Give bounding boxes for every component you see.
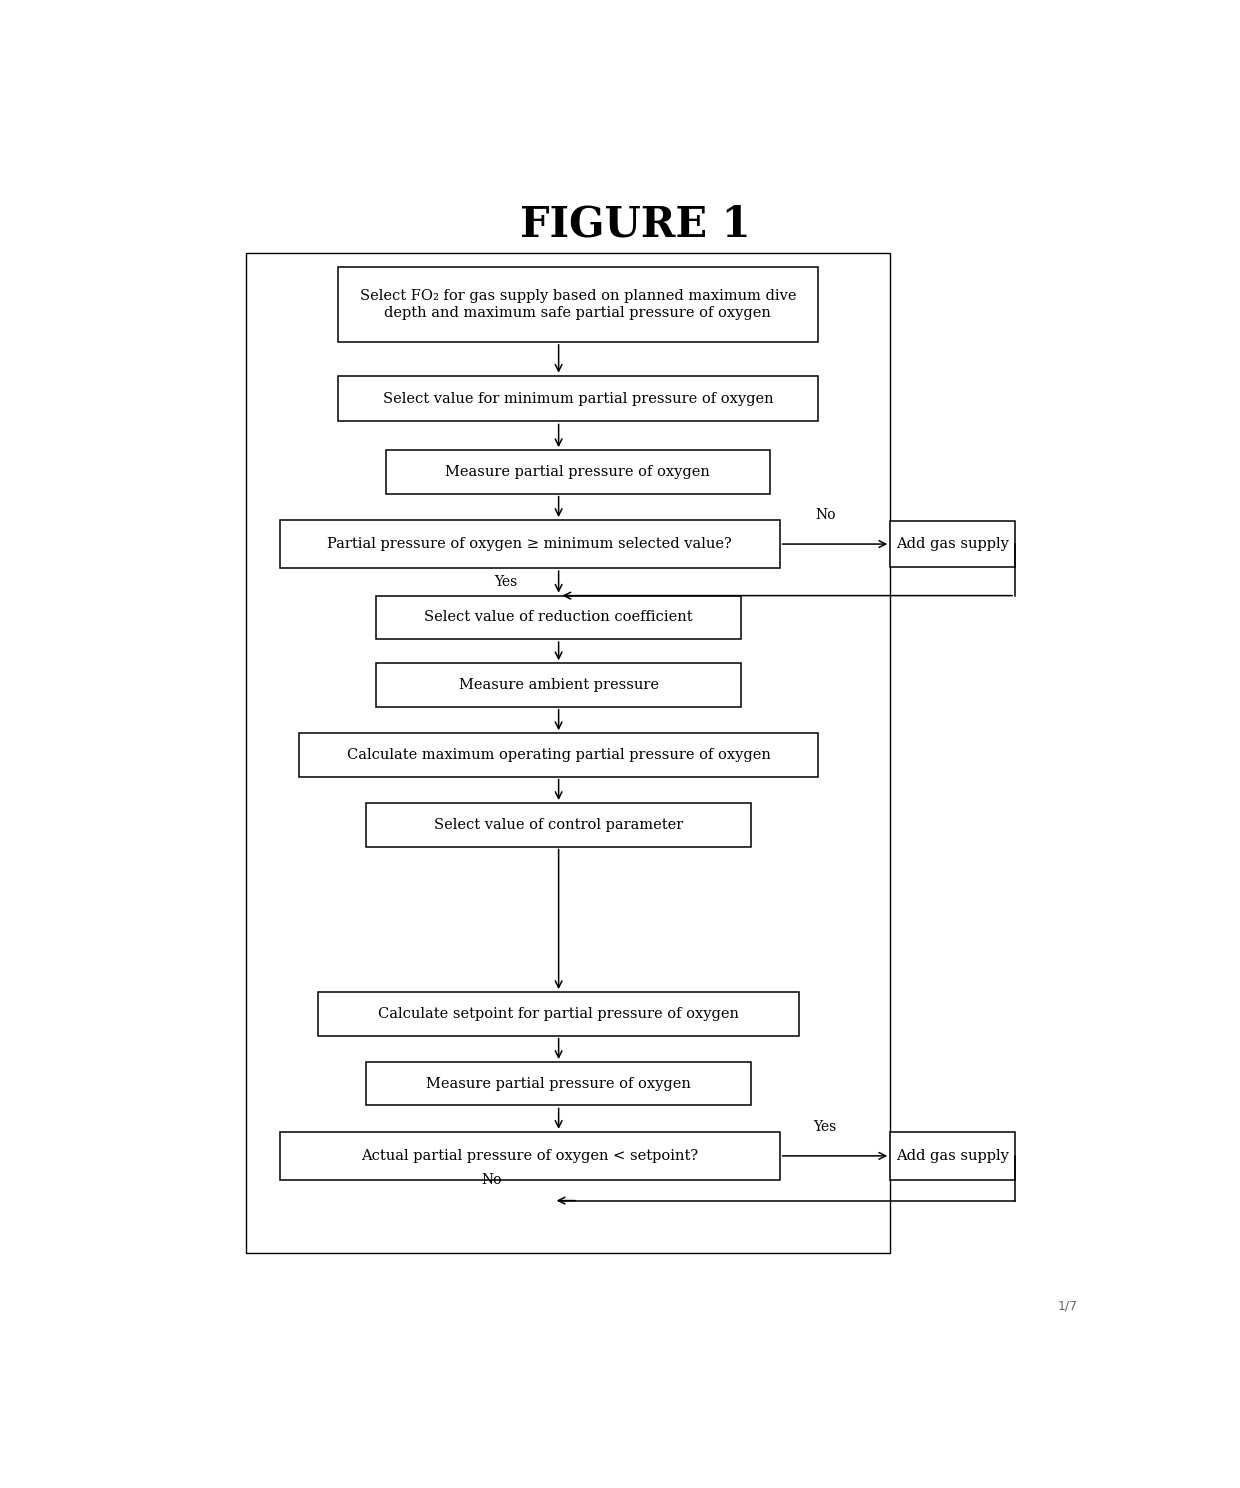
FancyBboxPatch shape [337,375,818,421]
Text: Actual partial pressure of oxygen < setpoint?: Actual partial pressure of oxygen < setp… [361,1149,698,1164]
FancyBboxPatch shape [367,1062,751,1106]
FancyBboxPatch shape [376,664,742,707]
Text: Yes: Yes [494,574,517,589]
Text: Yes: Yes [813,1120,837,1134]
Text: Measure partial pressure of oxygen: Measure partial pressure of oxygen [427,1077,691,1091]
Text: No: No [481,1173,502,1187]
FancyBboxPatch shape [337,268,818,342]
Text: Add gas supply: Add gas supply [897,537,1009,551]
Text: Measure partial pressure of oxygen: Measure partial pressure of oxygen [445,464,711,479]
FancyBboxPatch shape [280,1132,780,1180]
FancyBboxPatch shape [890,1132,1016,1180]
Text: FIGURE 1: FIGURE 1 [521,204,750,246]
Text: Calculate maximum operating partial pressure of oxygen: Calculate maximum operating partial pres… [347,748,770,762]
Text: Select value for minimum partial pressure of oxygen: Select value for minimum partial pressur… [382,391,774,406]
Text: No: No [815,509,836,522]
Text: Add gas supply: Add gas supply [897,1149,1009,1164]
Text: Select value of control parameter: Select value of control parameter [434,818,683,832]
FancyBboxPatch shape [890,521,1016,567]
FancyBboxPatch shape [299,734,818,777]
FancyBboxPatch shape [386,449,770,494]
Text: Calculate setpoint for partial pressure of oxygen: Calculate setpoint for partial pressure … [378,1007,739,1021]
FancyBboxPatch shape [280,519,780,568]
FancyBboxPatch shape [319,992,799,1036]
FancyBboxPatch shape [376,595,742,640]
Text: 1/7: 1/7 [1058,1299,1078,1312]
FancyBboxPatch shape [367,804,751,847]
Text: Select FO₂ for gas supply based on planned maximum dive
depth and maximum safe p: Select FO₂ for gas supply based on plann… [360,290,796,320]
Text: Measure ambient pressure: Measure ambient pressure [459,679,658,692]
Text: Partial pressure of oxygen ≥ minimum selected value?: Partial pressure of oxygen ≥ minimum sel… [327,537,732,551]
Text: Select value of reduction coefficient: Select value of reduction coefficient [424,610,693,625]
